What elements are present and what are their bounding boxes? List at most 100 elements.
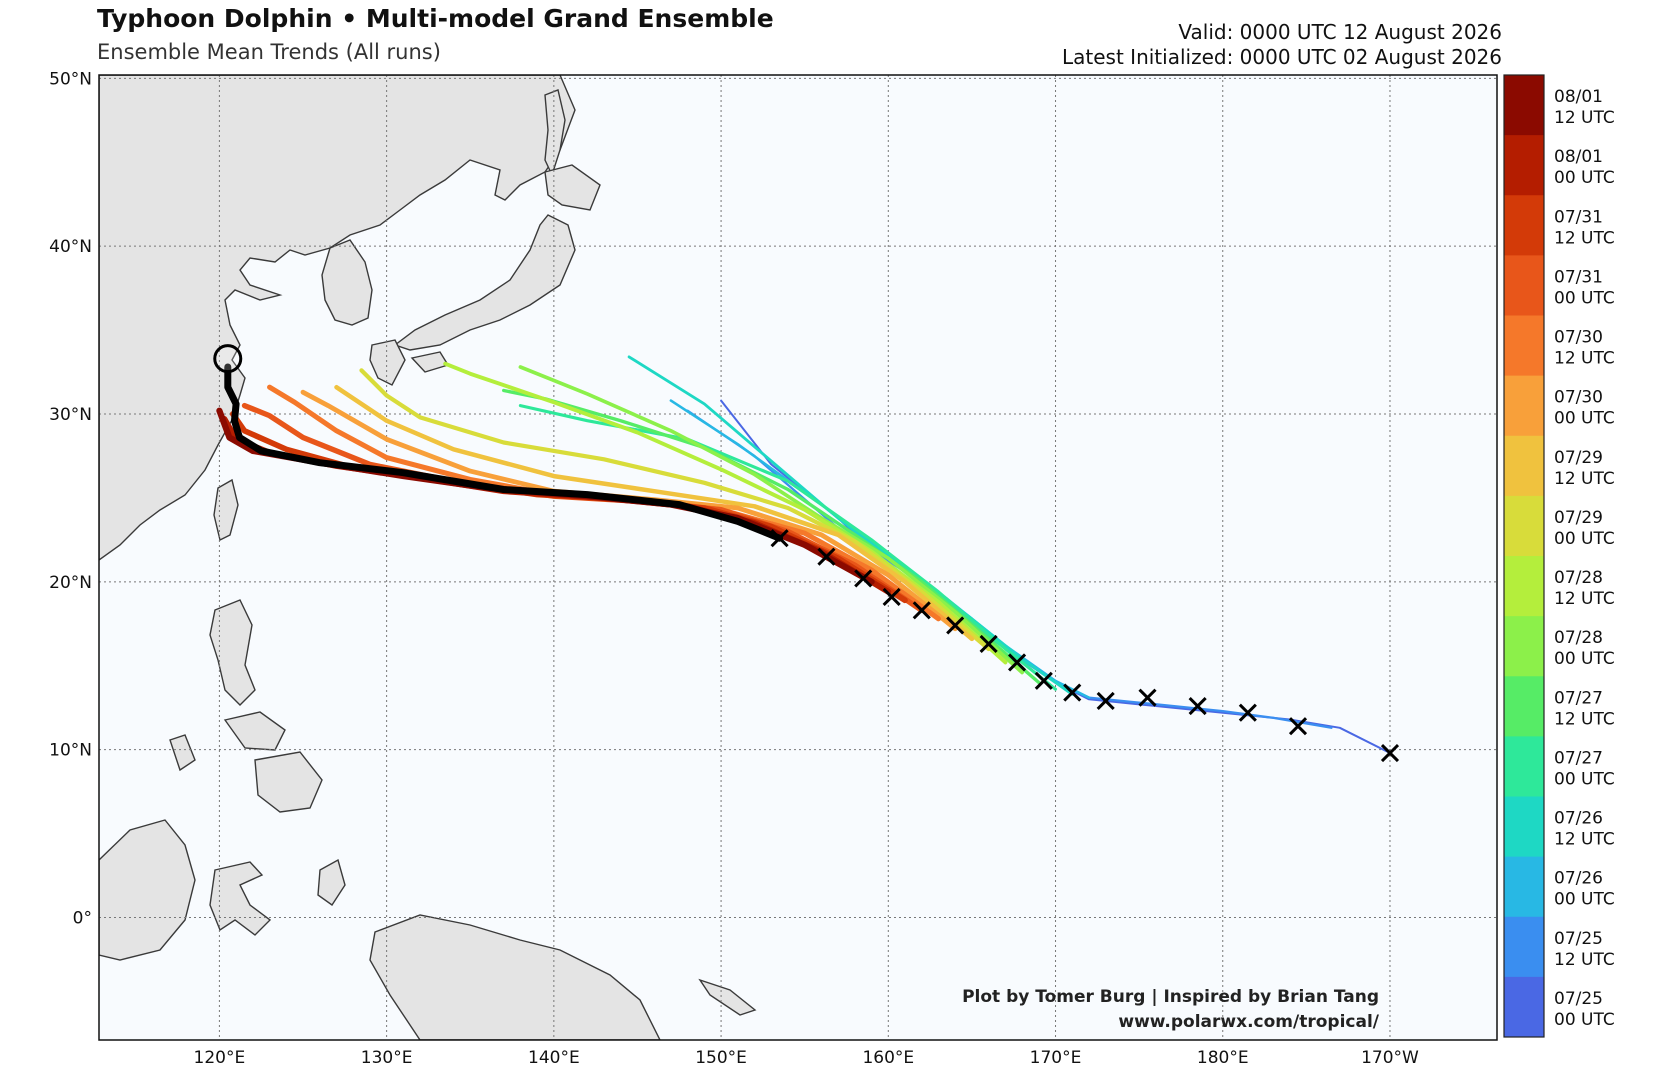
palawan	[169, 734, 196, 772]
longitude-labels: 120°E 130°E 140°E 150°E 160°E 170°E 180°E 170°W	[194, 1048, 1419, 1068]
track-position-marker	[882, 587, 901, 606]
valid-time: Valid: 0000 UTC 12 August 2026	[1178, 20, 1502, 44]
colorbar-time-label: 12 UTC	[1554, 830, 1615, 850]
lat-label: 10°N	[49, 741, 92, 761]
solomon-islands	[698, 978, 757, 1016]
colorbar-date-label: 07/30	[1554, 388, 1603, 408]
map-frame	[98, 74, 1498, 1041]
gridlines	[99, 75, 1497, 1040]
colorbar-date-label: 07/29	[1554, 508, 1603, 528]
colorbar-segment	[1504, 976, 1544, 1038]
page-title: Typhoon Dolphin • Multi-model Grand Ense…	[97, 4, 774, 33]
korea	[321, 239, 373, 326]
colorbar-segment	[1504, 315, 1544, 377]
best-track	[213, 344, 1400, 763]
track-position-marker	[770, 529, 789, 548]
colorbar-segment	[1504, 135, 1544, 196]
credit-line-1: Plot by Tomer Burg | Inspired by Brian T…	[962, 987, 1379, 1007]
latest-initialized: Latest Initialized: 0000 UTC 02 August 2…	[1062, 45, 1502, 69]
colorbar-date-label: 07/27	[1554, 748, 1603, 768]
ensemble-track-line	[518, 365, 1024, 675]
new-guinea	[369, 914, 661, 1040]
colorbar-segment	[1504, 255, 1544, 316]
colorbar-time-label: 00 UTC	[1554, 529, 1615, 549]
track-position-marker	[912, 601, 931, 620]
ensemble-track-line	[334, 384, 975, 642]
lon-label: 130°E	[361, 1048, 413, 1068]
colorbar-date-label: 07/31	[1554, 267, 1603, 287]
sulawesi	[209, 861, 272, 936]
visayas	[223, 711, 286, 751]
track-position-marker	[1288, 717, 1308, 736]
track-position-marker	[1380, 743, 1400, 763]
lon-label: 160°E	[862, 1048, 914, 1068]
colorbar-time-label: 12 UTC	[1554, 950, 1615, 970]
colorbar-segment	[1504, 916, 1544, 978]
taiwan	[213, 478, 239, 542]
colorbar-time-label: 00 UTC	[1554, 288, 1615, 308]
track-position-marker	[854, 569, 873, 588]
colorbar-date-label: 08/01	[1554, 147, 1603, 167]
colorbar-date-label: 07/26	[1554, 809, 1603, 829]
track-position-marker	[1034, 671, 1053, 690]
borneo	[99, 819, 196, 961]
track-position-marker	[817, 547, 836, 566]
asia-mainland	[99, 75, 576, 561]
colorbar-segment	[1504, 195, 1544, 256]
colorbar-segment	[1504, 676, 1544, 737]
colorbar-segment	[1504, 495, 1544, 557]
colorbar-date-label: 07/28	[1554, 568, 1603, 588]
colorbar-segment	[1504, 736, 1544, 797]
colorbar-date-label: 07/25	[1554, 989, 1603, 1009]
lon-label: 140°E	[528, 1048, 580, 1068]
colorbar-segment	[1504, 616, 1544, 677]
current-position-circle	[213, 344, 243, 374]
land-masses	[99, 75, 757, 1040]
lat-label: 40°N	[49, 237, 92, 257]
luzon	[209, 599, 256, 706]
colorbar-segment	[1504, 435, 1544, 497]
colorbar-time-label: 00 UTC	[1554, 1010, 1615, 1030]
colorbar-time-label: 00 UTC	[1554, 409, 1615, 429]
track-position-marker	[1063, 683, 1082, 702]
lon-label: 180°E	[1197, 1048, 1249, 1068]
colorbar-date-label: 08/01	[1554, 87, 1603, 107]
colorbar-time-label: 12 UTC	[1554, 589, 1615, 609]
lat-label: 0°	[73, 908, 92, 928]
colorbar-date-label: 07/27	[1554, 688, 1603, 708]
hokkaido	[544, 164, 601, 211]
halmahera	[317, 858, 346, 906]
colorbar-segment	[1504, 556, 1544, 617]
colorbar-time-label: 12 UTC	[1554, 108, 1615, 128]
colorbar-date-label: 07/30	[1554, 328, 1603, 348]
mindanao	[254, 751, 323, 813]
colorbar-time-label: 12 UTC	[1554, 228, 1615, 248]
lat-label: 30°N	[49, 405, 92, 425]
lon-label: 170°W	[1361, 1048, 1419, 1068]
lon-label: 120°E	[194, 1048, 246, 1068]
lon-label: 150°E	[695, 1048, 747, 1068]
colorbar-segment	[1504, 796, 1544, 858]
track-position-marker	[1008, 653, 1027, 672]
colorbar-time-label: 12 UTC	[1554, 349, 1615, 369]
best-track-line	[224, 363, 784, 542]
sakhalin	[544, 89, 566, 177]
colorbar-segment	[1504, 375, 1544, 437]
colorbar-date-label: 07/25	[1554, 929, 1603, 949]
lat-label: 50°N	[49, 69, 92, 89]
ensemble-track-line	[359, 368, 991, 652]
honshu	[393, 214, 576, 351]
colorbar-time-label: 00 UTC	[1554, 890, 1615, 910]
credit-line-2: www.polarwx.com/tropical/	[1118, 1012, 1379, 1032]
track-position-marker	[946, 616, 965, 635]
colorbar-time-label: 12 UTC	[1554, 709, 1615, 729]
colorbar-time-label: 00 UTC	[1554, 769, 1615, 789]
track-position-marker	[979, 634, 998, 653]
track-position-marker	[1138, 688, 1157, 707]
kyushu	[369, 339, 406, 386]
track-position-marker	[1188, 696, 1207, 716]
colorbar-date-label: 07/26	[1554, 869, 1603, 889]
track-position-marker	[1096, 691, 1115, 711]
